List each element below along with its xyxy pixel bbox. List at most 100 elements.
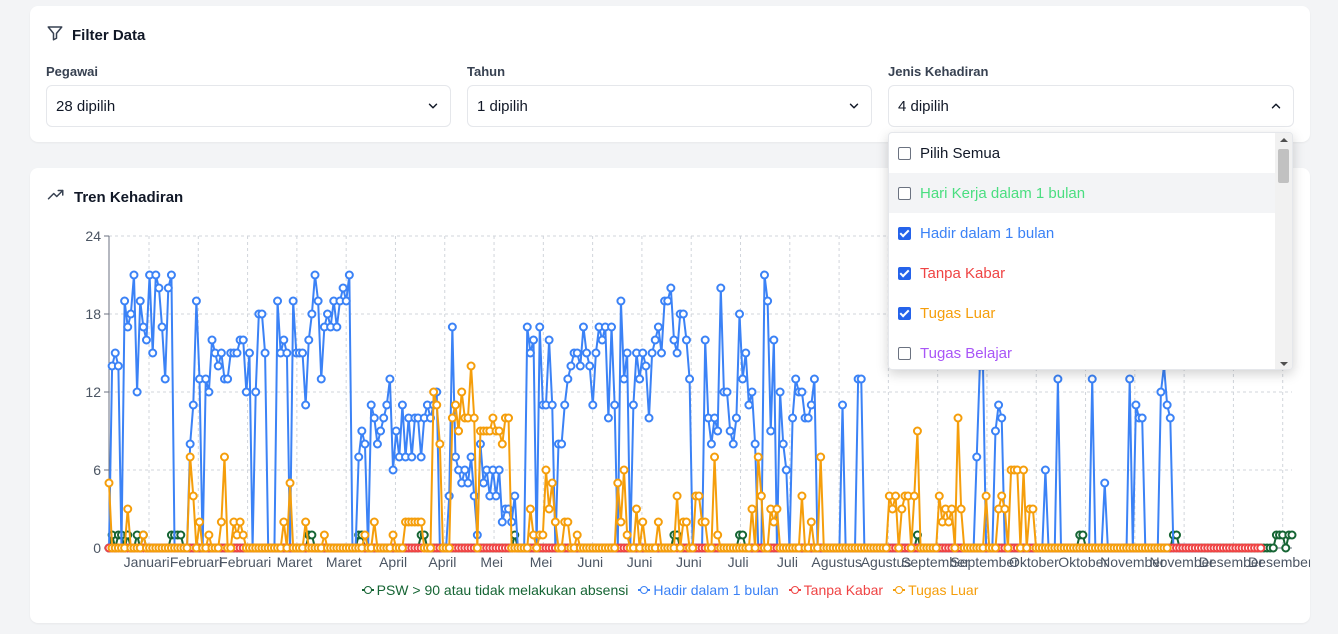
pegawai-select-value: 28 dipilih bbox=[56, 98, 115, 115]
legend-item-tugas-luar[interactable]: Tugas Luar bbox=[893, 582, 978, 598]
option-tanpa-kabar[interactable]: Tanpa Kabar bbox=[889, 253, 1276, 293]
x-tick-label: Maret bbox=[326, 554, 362, 570]
option-tugas-belajar[interactable]: Tugas Belajar bbox=[889, 333, 1276, 370]
chevron-down-icon bbox=[426, 99, 440, 113]
pegawai-select[interactable]: 28 dipilih bbox=[46, 85, 451, 127]
data-point bbox=[474, 545, 481, 552]
data-point bbox=[312, 272, 319, 279]
data-point bbox=[130, 272, 137, 279]
option-checkbox[interactable] bbox=[898, 267, 911, 280]
data-point bbox=[427, 545, 434, 552]
data-point bbox=[165, 285, 172, 292]
x-tick-label: Juni bbox=[577, 554, 603, 570]
data-point bbox=[752, 441, 759, 448]
jenis-kehadiran-dropdown: Pilih Semua Hari Kerja dalam 1 bulan Had… bbox=[888, 132, 1293, 370]
legend-item-psw[interactable]: PSW > 90 atau tidak melakukan absensi bbox=[362, 582, 629, 598]
data-point bbox=[399, 545, 406, 552]
data-point bbox=[714, 428, 721, 435]
x-tick-label: Mei bbox=[530, 554, 553, 570]
data-point bbox=[187, 441, 194, 448]
data-point bbox=[290, 298, 297, 305]
dropdown-scrollbar[interactable] bbox=[1275, 133, 1292, 370]
scroll-down-arrow-icon[interactable] bbox=[1280, 362, 1288, 366]
data-point bbox=[430, 389, 437, 396]
scrollbar-thumb[interactable] bbox=[1278, 149, 1289, 183]
data-point bbox=[1139, 415, 1146, 422]
data-point bbox=[717, 285, 724, 292]
data-point bbox=[209, 337, 216, 344]
data-point bbox=[527, 506, 534, 513]
data-point bbox=[546, 506, 553, 513]
data-point bbox=[452, 454, 459, 461]
data-point bbox=[933, 545, 940, 552]
data-point bbox=[358, 428, 365, 435]
data-point bbox=[1001, 506, 1008, 513]
data-point bbox=[302, 402, 309, 409]
y-tick-label: 24 bbox=[85, 228, 101, 244]
legend-marker bbox=[362, 585, 374, 595]
data-point bbox=[567, 363, 574, 370]
option-hari-kerja[interactable]: Hari Kerja dalam 1 bulan bbox=[889, 173, 1276, 213]
data-point bbox=[655, 519, 662, 526]
data-point bbox=[187, 454, 194, 461]
option-pilih-semua[interactable]: Pilih Semua bbox=[889, 133, 1276, 173]
data-point bbox=[1020, 467, 1027, 474]
option-checkbox[interactable] bbox=[898, 227, 911, 240]
data-point bbox=[658, 350, 665, 357]
data-point bbox=[798, 389, 805, 396]
legend-item-hadir[interactable]: Hadir dalam 1 bulan bbox=[638, 582, 778, 598]
legend-marker bbox=[789, 585, 801, 595]
option-checkbox[interactable] bbox=[898, 147, 911, 160]
data-point bbox=[215, 363, 222, 370]
jenis-kehadiran-label: Jenis Kehadiran bbox=[888, 64, 988, 79]
data-point bbox=[446, 545, 453, 552]
data-point bbox=[227, 545, 234, 552]
option-hadir[interactable]: Hadir dalam 1 bulan bbox=[889, 213, 1276, 253]
data-point bbox=[1126, 376, 1133, 383]
data-point bbox=[124, 506, 131, 513]
data-point bbox=[636, 376, 643, 383]
data-point bbox=[308, 532, 315, 539]
data-point bbox=[218, 519, 225, 526]
data-point bbox=[789, 415, 796, 422]
tahun-select[interactable]: 1 dipilih bbox=[467, 85, 872, 127]
data-point bbox=[361, 532, 368, 539]
option-label: Tugas Belajar bbox=[920, 345, 1012, 362]
data-point bbox=[586, 363, 593, 370]
jenis-kehadiran-select[interactable]: 4 dipilih bbox=[888, 85, 1294, 127]
data-point bbox=[639, 350, 646, 357]
data-point bbox=[321, 532, 328, 539]
data-point bbox=[480, 480, 487, 487]
data-point bbox=[948, 506, 955, 513]
data-point bbox=[346, 272, 353, 279]
data-point bbox=[811, 376, 818, 383]
data-point bbox=[221, 454, 228, 461]
data-point bbox=[496, 428, 503, 435]
data-point bbox=[951, 545, 958, 552]
data-point bbox=[1054, 376, 1061, 383]
data-point bbox=[680, 311, 687, 318]
data-point bbox=[883, 545, 890, 552]
data-point bbox=[493, 493, 500, 500]
chevron-down-icon bbox=[847, 99, 861, 113]
legend-item-tanpa-kabar[interactable]: Tanpa Kabar bbox=[789, 582, 883, 598]
data-point bbox=[355, 454, 362, 461]
data-point bbox=[546, 337, 553, 344]
data-point bbox=[1101, 480, 1108, 487]
option-checkbox[interactable] bbox=[898, 347, 911, 360]
option-checkbox[interactable] bbox=[898, 187, 911, 200]
data-point bbox=[611, 402, 618, 409]
data-point bbox=[371, 415, 378, 422]
option-tugas-luar[interactable]: Tugas Luar bbox=[889, 293, 1276, 333]
filter-title: Filter Data bbox=[46, 24, 145, 46]
scroll-up-arrow-icon[interactable] bbox=[1280, 138, 1288, 142]
data-point bbox=[742, 350, 749, 357]
data-point bbox=[496, 467, 503, 474]
data-point bbox=[449, 415, 456, 422]
data-point bbox=[361, 441, 368, 448]
option-checkbox[interactable] bbox=[898, 307, 911, 320]
data-point bbox=[711, 454, 718, 461]
data-point bbox=[630, 402, 637, 409]
legend-label: PSW > 90 atau tidak melakukan absensi bbox=[377, 582, 629, 598]
data-point bbox=[386, 376, 393, 383]
